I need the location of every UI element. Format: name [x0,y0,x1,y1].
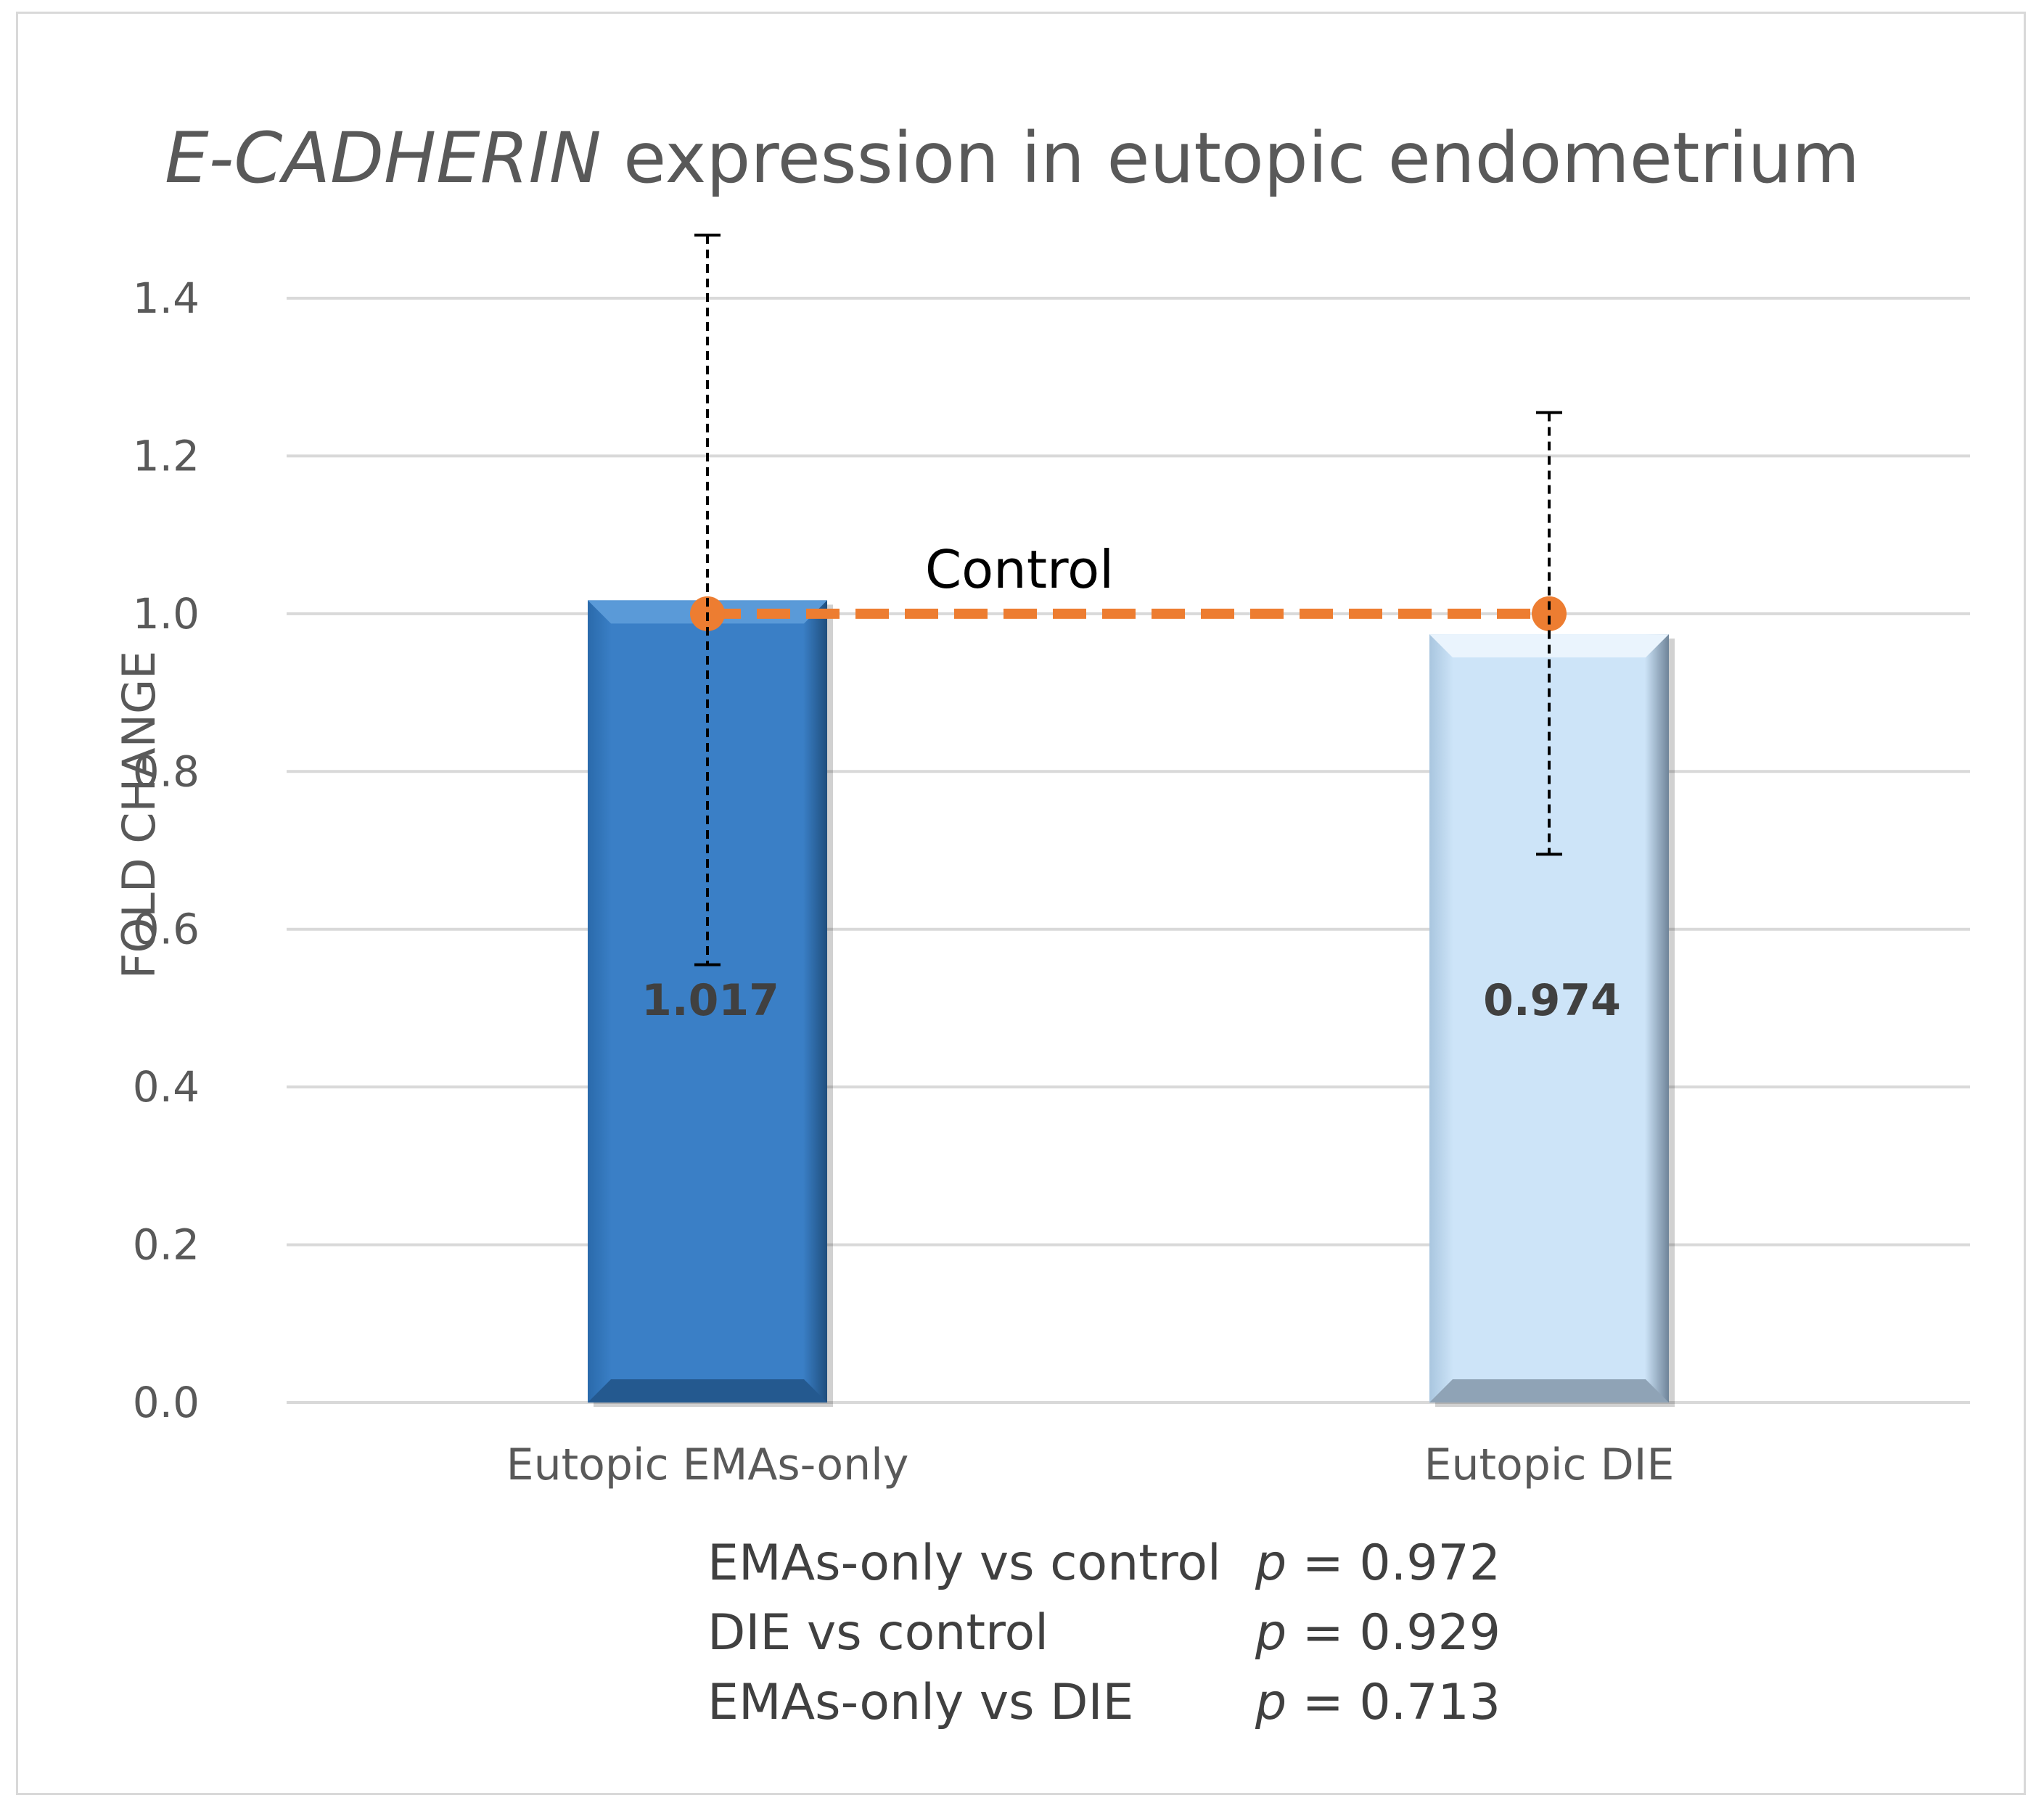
y-axis-label: FOLD CHANGE [112,651,165,979]
control-label: Control [925,539,1114,600]
y-tick-label: 0.6 [133,905,200,954]
y-tick-label: 0.2 [133,1220,200,1270]
bar-value-label: 0.974 [1483,975,1621,1026]
stats-comparison: DIE vs control [707,1604,1048,1662]
error-bars [694,234,1562,966]
control-line-group: Control [690,539,1567,631]
bars [588,600,1675,1408]
stats-p-symbol: p [1255,1604,1286,1662]
value-labels: 1.017 0.974 [641,975,1621,1026]
chart-title-rest: expression in eutopic endometrium [602,118,1860,199]
bar-chart: E-CADHERIN expression in eutopic endomet… [112,118,1970,1731]
y-tick-label: 0.8 [133,747,200,796]
chart-frame: E-CADHERIN expression in eutopic endomet… [16,12,2026,1795]
stats-comparison: EMAs-only vs control [707,1535,1221,1592]
chart-title: E-CADHERIN expression in eutopic endomet… [165,118,1860,199]
stats-p-number: = 0.972 [1286,1535,1501,1592]
stats-p-number: = 0.713 [1286,1674,1501,1731]
y-tick-label: 1.0 [133,589,200,638]
control-marker [1532,596,1567,631]
stats-p-number: = 0.929 [1286,1604,1501,1662]
bar-bevel-bottom [588,1379,827,1403]
bar-value-label: 1.017 [641,975,779,1026]
stats-comparison: EMAs-only vs DIE [707,1674,1134,1731]
stats-p-symbol: p [1255,1674,1286,1731]
gridlines [287,297,1970,1404]
x-tick-label: Eutopic EMAs-only [506,1440,909,1490]
x-tick-label: Eutopic DIE [1424,1440,1675,1490]
y-tick-label: 1.4 [133,274,200,323]
chart-title-italic: E-CADHERIN [165,118,602,199]
y-tick-label: 0.0 [133,1378,200,1427]
stats-pvalue: p = 0.929 [1255,1604,1501,1662]
y-axis-ticks: 0.0 0.2 0.4 0.6 0.8 1.0 1.2 1.4 [133,274,200,1427]
stats-block: EMAs-only vs control p = 0.972 DIE vs cont… [707,1535,1501,1731]
bar-bevel-bottom [1429,1379,1669,1403]
y-tick-label: 1.2 [133,431,200,480]
y-tick-label: 0.4 [133,1062,200,1112]
stats-pvalue: p = 0.972 [1255,1535,1501,1592]
stats-p-symbol: p [1255,1535,1286,1592]
x-axis-ticks: Eutopic EMAs-only Eutopic DIE [506,1440,1675,1490]
stats-pvalue: p = 0.713 [1255,1674,1501,1731]
